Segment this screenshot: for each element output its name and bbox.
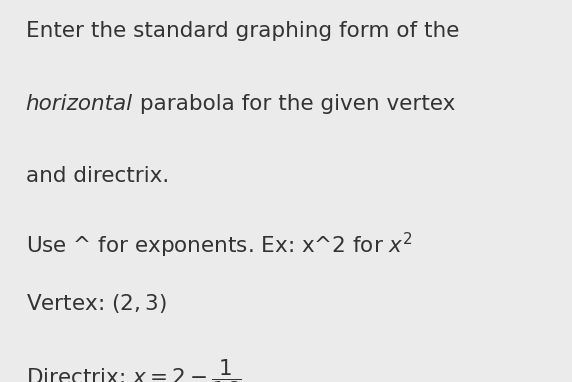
Text: and directrix.: and directrix. [26,166,169,186]
Text: horizontal: horizontal [26,94,133,113]
Text: parabola for the given vertex: parabola for the given vertex [133,94,455,113]
Text: Vertex: $(2, 3)$: Vertex: $(2, 3)$ [26,292,166,315]
Text: Directrix: $x = 2 - \dfrac{1}{16}$: Directrix: $x = 2 - \dfrac{1}{16}$ [26,357,241,382]
Text: Use ^ for exponents. Ex: x^2 for $x^2$: Use ^ for exponents. Ex: x^2 for $x^2$ [26,231,412,260]
Text: Enter the standard graphing form of the: Enter the standard graphing form of the [26,21,459,41]
